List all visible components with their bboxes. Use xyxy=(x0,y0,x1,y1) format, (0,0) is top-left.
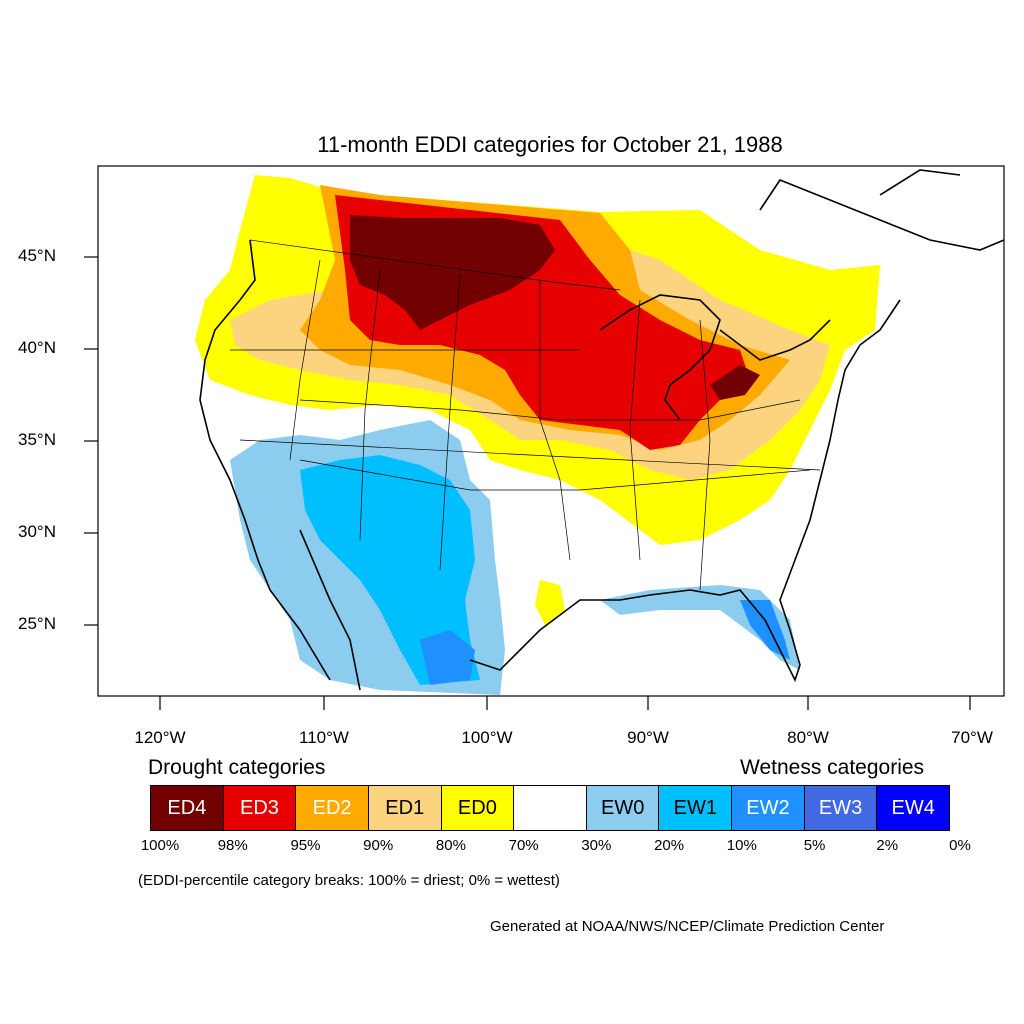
axis-ticks xyxy=(84,256,971,710)
lon-tick-label: 110°W xyxy=(299,728,349,747)
legend-swatch: EW2 xyxy=(732,786,805,830)
lon-tick-label: 80°W xyxy=(787,728,829,747)
lon-tick-label: 100°W xyxy=(461,728,513,747)
legend-break-label: 80% xyxy=(435,837,466,854)
legend-break-label: 10% xyxy=(726,837,757,854)
eddi-category-field xyxy=(195,169,1004,695)
category-note: (EDDI-percentile category breaks: 100% =… xyxy=(138,872,560,889)
map-title: 11-month EDDI categories for October 21,… xyxy=(317,132,783,157)
legend-swatch: ED4 xyxy=(151,786,224,830)
legend-swatch: EW3 xyxy=(804,786,878,830)
region-ew1 xyxy=(300,455,480,685)
map-frame xyxy=(97,165,1005,697)
wetness-legend-heading: Wetness categories xyxy=(740,756,925,779)
legend-swatch: ED2 xyxy=(296,786,369,830)
lon-tick-label: 90°W xyxy=(627,728,669,747)
legend-break-label: 100% xyxy=(140,837,180,854)
legend-break-label: 70% xyxy=(508,837,539,854)
legend-break-label: 0% xyxy=(949,837,971,854)
legend-break-label: 95% xyxy=(290,837,321,854)
coastlines xyxy=(199,169,1004,691)
lat-tick-label: 45°N xyxy=(18,246,56,265)
legend-break-label: 5% xyxy=(803,837,826,854)
region-ed4-oh xyxy=(710,365,760,400)
legend-break-label: 90% xyxy=(363,837,394,854)
lat-tick-label: 40°N xyxy=(18,338,56,357)
legend-swatch: ED0 xyxy=(441,786,515,830)
region-ed4 xyxy=(350,215,555,330)
legend-break-label: 2% xyxy=(876,837,899,854)
region-ew2 xyxy=(420,630,475,685)
credit-line: Generated at NOAA/NWS/NCEP/Climate Predi… xyxy=(490,918,885,935)
lat-tick-label: 25°N xyxy=(18,614,56,633)
legend-swatch: ED3 xyxy=(223,786,297,830)
state-borders xyxy=(230,239,821,591)
legend-swatch: EW0 xyxy=(586,786,660,830)
lon-tick-label: 70°W xyxy=(951,728,993,747)
drought-legend-heading: Drought categories xyxy=(148,756,326,779)
legend-swatch: EW1 xyxy=(659,786,733,830)
legend-break-label: 30% xyxy=(581,837,612,854)
legend-swatch: ED1 xyxy=(368,786,442,830)
legend-break-label: 98% xyxy=(217,837,248,854)
lat-tick-label: 30°N xyxy=(18,522,56,541)
legend-swatch xyxy=(514,786,587,830)
legend-colorbar: ED4 ED3 ED2 ED1 ED0 EW0 EW1 EW2 EW3 EW4 xyxy=(150,785,950,831)
legend-swatch: EW4 xyxy=(877,786,950,830)
legend-break-label: 20% xyxy=(654,837,685,854)
lon-tick-label: 120°W xyxy=(134,728,186,747)
region-ed0-tx xyxy=(535,580,565,625)
lat-tick-label: 35°N xyxy=(18,430,56,449)
